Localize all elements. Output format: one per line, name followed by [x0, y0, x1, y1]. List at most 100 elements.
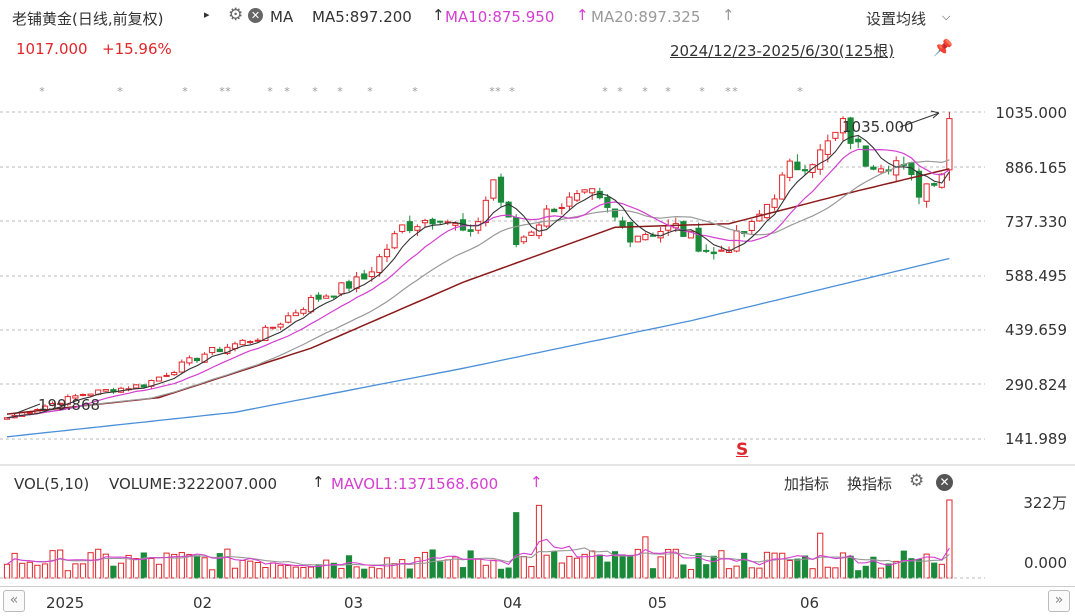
gear-icon[interactable]: ⚙ [909, 471, 925, 491]
volume-bar [703, 564, 710, 579]
settings-ma-button[interactable]: 设置均线 [866, 10, 927, 28]
volume-bar [239, 560, 246, 579]
candle [573, 193, 581, 201]
volume-bar [437, 561, 444, 579]
volume-bar [809, 568, 816, 579]
volume-bar [262, 566, 269, 579]
volume-bar [627, 554, 634, 579]
volume-bar [353, 566, 360, 579]
volume-bar [908, 558, 915, 579]
scroll-right-button[interactable]: » [1048, 590, 1070, 612]
volume-bar [497, 568, 505, 579]
volume-bar [110, 565, 117, 579]
volume-bar [64, 570, 71, 579]
volume-bar [870, 556, 877, 579]
price-tick: 141.989 [1004, 430, 1067, 448]
volume-bar [505, 567, 512, 579]
candle [801, 169, 809, 172]
volume-bar [771, 552, 778, 579]
volume-bar [710, 555, 717, 579]
candle [505, 201, 512, 218]
ma60-line [6, 168, 950, 415]
volume-bar [345, 555, 353, 579]
gear-icon[interactable]: ⚙ [228, 5, 244, 25]
chevron-down-icon[interactable]: ⌵ [942, 10, 951, 23]
x-tick-label: 03 [344, 594, 364, 612]
candle [292, 312, 299, 317]
candle [399, 224, 406, 232]
date-range[interactable]: 2024/12/23-2025/6/30(125根) [670, 42, 895, 60]
switch-indicator-button[interactable]: 换指标 [847, 475, 893, 493]
event-marker: * [225, 85, 231, 98]
add-indicator-button[interactable]: 加指标 [784, 475, 830, 493]
volume-bar [885, 563, 892, 579]
volume-bar [779, 552, 786, 579]
event-marker: * [412, 85, 418, 98]
candle [855, 138, 862, 143]
max-price-label: 1035.000 [842, 118, 914, 136]
event-marker: * [117, 85, 123, 98]
ma10-line [6, 148, 950, 419]
candle [551, 208, 558, 213]
price-tick: 886.165 [1004, 159, 1067, 177]
volume-bar [733, 565, 740, 579]
candle [315, 294, 322, 300]
s-signal-marker[interactable]: S [736, 440, 749, 460]
ma250-line [6, 257, 950, 438]
ma5-value: MA5:897.200 [312, 8, 412, 26]
close-icon[interactable]: ✕ [936, 474, 953, 491]
volume-bar [513, 512, 520, 579]
candle [155, 376, 163, 382]
volume-bar [140, 552, 147, 579]
candle [140, 384, 147, 388]
candle [368, 271, 375, 278]
volume-bar [649, 568, 657, 579]
candle [376, 256, 383, 273]
candle [277, 323, 284, 328]
volume-bar [604, 561, 611, 579]
expand-triangle-icon[interactable]: ▸ [204, 8, 210, 21]
volume-bar [72, 563, 79, 579]
volume-chart[interactable] [0, 494, 1075, 584]
volume-bar [209, 569, 216, 579]
candle [57, 402, 64, 405]
volume-bar [231, 567, 239, 579]
candle [824, 140, 831, 155]
volume-bar [277, 564, 284, 579]
volume-bar [741, 552, 748, 579]
event-marker: * [642, 85, 648, 98]
ma-label: MA [270, 8, 294, 26]
event-marker: * [602, 85, 608, 98]
pin-icon[interactable]: 📌 [933, 38, 953, 57]
vol-tick-max: 322万 [1023, 494, 1067, 512]
volume-bar [186, 553, 193, 579]
volume-bar [718, 550, 725, 579]
candle [581, 189, 588, 193]
candle [391, 233, 398, 249]
event-marker: * [182, 85, 188, 98]
close-icon[interactable]: ✕ [248, 8, 263, 23]
candle [338, 282, 345, 295]
stock-title[interactable]: 老铺黄金(日线,前复权) [12, 10, 164, 28]
candle [946, 118, 953, 171]
volume-bar [725, 568, 733, 579]
volume-bar [34, 564, 41, 579]
event-marker: * [797, 85, 803, 98]
candle [79, 393, 87, 396]
volume-bar [528, 566, 535, 579]
event-marker: * [665, 85, 671, 98]
vol-tick-zero: 0.000 [1024, 554, 1067, 572]
arrow-up-icon: ↑ [432, 6, 445, 24]
candle [87, 393, 94, 397]
event-marker: * [337, 85, 343, 98]
volume-bar [383, 557, 391, 579]
candle [467, 229, 474, 232]
event-marker: * [312, 85, 318, 98]
candlestick-chart[interactable]: * * * * * * * * * * * * * * * * * * * * * * [0, 0, 1075, 470]
scroll-left-button[interactable]: « [3, 590, 25, 612]
candle [763, 203, 771, 219]
candle [262, 326, 269, 342]
volume-bar [163, 552, 170, 579]
volume-bar [406, 568, 413, 579]
volume-bar [931, 562, 938, 579]
